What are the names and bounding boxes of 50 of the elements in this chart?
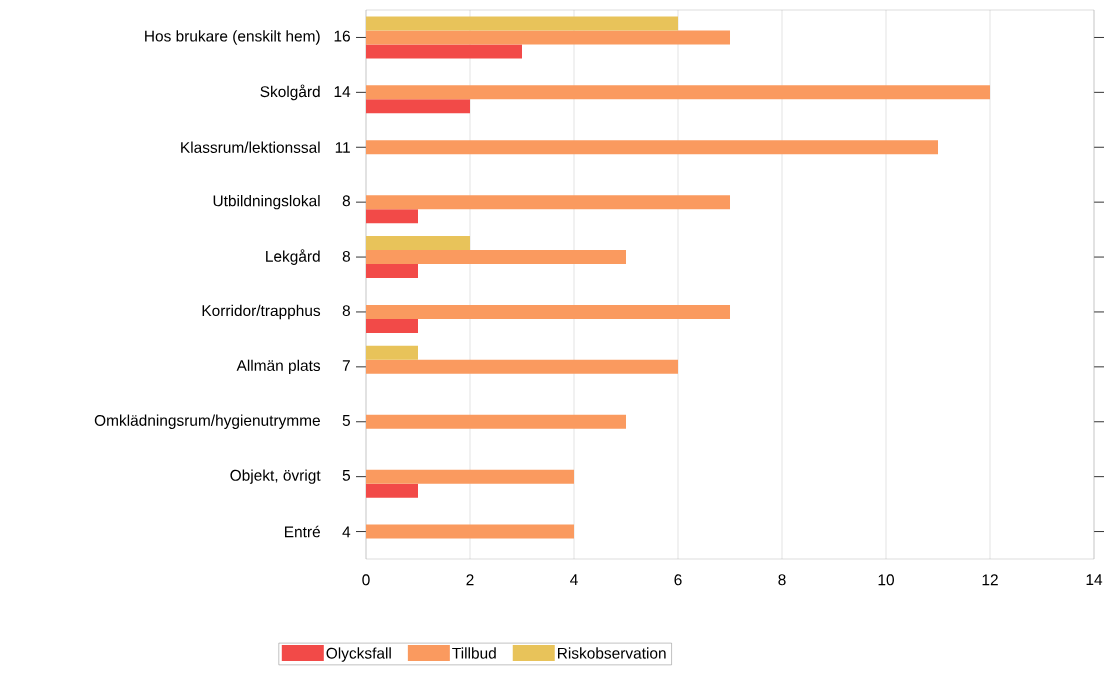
total-label: 5 xyxy=(342,415,350,426)
y-tick-label: Hos brukare (enskilt hem) xyxy=(145,30,320,45)
legend-label: Riskobservation xyxy=(558,647,666,659)
y-tick-label: Objekt, övrigt xyxy=(230,469,321,484)
bar xyxy=(366,483,418,498)
bar xyxy=(366,469,574,484)
y-tick-label: Entré xyxy=(285,525,320,538)
x-tick-label: 14 xyxy=(1086,574,1103,585)
y-tick-label: Klassrum/lektionssal xyxy=(181,141,320,153)
bar xyxy=(366,524,574,539)
y-tick-label: Utbildningslokal xyxy=(213,194,320,210)
y-tick-label: Omklädningsrum/hygienutrymme xyxy=(94,414,320,429)
bar xyxy=(366,30,730,45)
bar xyxy=(366,304,730,319)
x-tick-label: 6 xyxy=(674,574,682,586)
bar xyxy=(366,318,418,333)
x-tick-label: 12 xyxy=(982,574,998,586)
total-label: 8 xyxy=(342,305,350,317)
y-tick-label: Allmän plats xyxy=(236,359,321,375)
bar xyxy=(366,236,470,251)
total-label: 8 xyxy=(342,195,350,207)
bar xyxy=(366,264,418,279)
total-label: 7 xyxy=(342,360,350,371)
x-tick-label: 2 xyxy=(466,574,474,586)
bar xyxy=(366,195,730,210)
bar xyxy=(366,250,626,265)
bar xyxy=(366,99,470,114)
bar xyxy=(366,414,626,429)
legend-label: Olycksfall xyxy=(326,647,391,662)
x-tick-label: 0 xyxy=(362,574,370,586)
bar xyxy=(366,209,418,224)
total-label: 5 xyxy=(342,470,351,481)
bar xyxy=(366,359,678,374)
total-label: 16 xyxy=(334,30,350,42)
bar xyxy=(366,44,522,59)
legend-label: Tillbud xyxy=(452,647,496,659)
bar xyxy=(366,345,418,360)
bar xyxy=(366,140,939,155)
y-tick-label: Lekgård xyxy=(266,249,320,265)
x-tick-label: 8 xyxy=(778,574,786,586)
x-tick-label: 10 xyxy=(878,574,894,586)
total-label: 14 xyxy=(334,86,351,97)
bar xyxy=(366,85,991,100)
bar xyxy=(366,16,678,31)
total-label: 11 xyxy=(335,142,350,153)
y-tick-label: Skolgård xyxy=(260,84,320,101)
total-label: 8 xyxy=(342,250,350,262)
x-tick-label: 4 xyxy=(570,574,578,585)
total-label: 4 xyxy=(342,526,351,538)
y-tick-label: Korridor/trapphus xyxy=(202,304,321,320)
